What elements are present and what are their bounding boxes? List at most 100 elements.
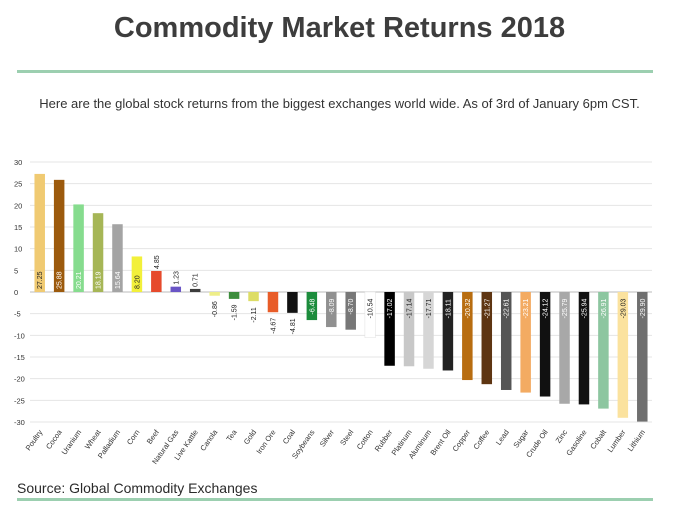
bar: [73, 204, 84, 292]
y-tick-label: 10: [14, 245, 22, 254]
x-tick-label: Zinc: [554, 428, 570, 445]
bar: [345, 292, 356, 330]
x-tick-label: Lithium: [626, 428, 647, 453]
x-tick-label: Lumber: [606, 428, 628, 454]
x-tick-label: Gold: [242, 428, 258, 446]
bar-value-label: -17.14: [407, 298, 414, 318]
bar: [131, 256, 143, 292]
y-tick-label: 5: [14, 266, 18, 275]
bar-value-label: -25.94: [581, 298, 588, 318]
y-tick-label: -20: [14, 375, 25, 384]
x-tick-label: Uranium: [60, 428, 84, 456]
source-note: Source: Global Commodity Exchanges: [17, 480, 258, 496]
bar-value-label: 18.19: [96, 271, 103, 289]
bar-value-label: -20.32: [465, 298, 472, 318]
bar: [209, 292, 220, 296]
bar: [34, 173, 45, 292]
bar: [248, 292, 259, 302]
bar: [481, 292, 493, 385]
bar-value-label: -10.54: [368, 298, 375, 318]
bar-value-label: -17.02: [387, 298, 394, 318]
x-tick-label: Steel: [338, 428, 355, 447]
y-tick-label: -15: [14, 353, 25, 362]
bar: [462, 292, 473, 381]
x-tick-label: Lead: [494, 428, 511, 447]
bar: [326, 292, 337, 328]
bar: [500, 292, 512, 390]
bar-value-label: 15.64: [115, 271, 122, 289]
bar-value-label: -21.27: [484, 298, 491, 318]
y-tick-label: 25: [14, 180, 22, 189]
x-tick-label: Brent Oil: [428, 428, 452, 457]
bar: [578, 292, 590, 405]
bar-value-label: 4.85: [154, 255, 161, 269]
y-tick-label: 0: [14, 288, 18, 297]
bar: [287, 292, 298, 313]
bar-value-label: -8.70: [348, 298, 355, 314]
bar: [151, 270, 162, 292]
bar-value-label: -6.48: [309, 298, 316, 314]
bar: [637, 292, 648, 422]
bar-value-label: 20.21: [76, 271, 83, 289]
bar: [189, 288, 201, 292]
bar: [384, 292, 395, 366]
y-tick-label: -10: [14, 331, 25, 340]
bar-value-label: -4.67: [270, 318, 277, 334]
title-divider: [17, 70, 653, 73]
bar-value-label: -18.11: [445, 299, 452, 318]
bar-value-label: -26.91: [601, 298, 608, 318]
y-tick-label: -30: [14, 418, 25, 427]
commodity-returns-bar-chart: 30 25 20 15 10 5 0 -5 -10 -15 -20 -25 -30 27.25 Poultr…: [14, 158, 652, 466]
bar-value-label: 8.20: [134, 275, 141, 289]
bar: [92, 213, 104, 292]
bar: [617, 292, 629, 418]
bar-value-label: -23.21: [523, 298, 530, 318]
bar-value-label: -8.09: [329, 298, 336, 314]
bar: [306, 292, 318, 321]
bar-value-label: 1.23: [173, 271, 180, 285]
x-tick-label: Corn: [125, 428, 142, 446]
bar: [112, 224, 123, 292]
y-tick-label: -5: [14, 310, 21, 319]
bar-value-label: -29.90: [640, 298, 647, 318]
bar: [170, 286, 182, 292]
x-tick-label: Copper: [450, 428, 472, 454]
bar: [442, 292, 454, 371]
bar-value-label: -24.12: [543, 298, 550, 318]
page-title: Commodity Market Returns 2018: [113, 12, 566, 44]
x-tick-label: Cotton: [355, 428, 375, 451]
y-tick-label: 15: [14, 223, 22, 232]
bar-value-label: -17.71: [426, 298, 433, 318]
bar-value-label: 0.71: [193, 273, 200, 287]
x-tick-label: Poultry: [24, 428, 45, 452]
bar-value-label: -2.11: [251, 307, 258, 323]
bar: [559, 292, 570, 404]
y-tick-label: 30: [14, 158, 22, 167]
bar-value-label: -0.86: [212, 301, 219, 317]
bar-value-label: 27.25: [37, 271, 44, 289]
bar-value-label: -22.61: [504, 298, 511, 318]
bar: [403, 292, 415, 367]
x-tick-label: Iron Ore: [254, 428, 277, 456]
bar: [520, 292, 531, 393]
x-tick-label: Canola: [198, 427, 219, 452]
x-tick-label: Sugar: [511, 428, 530, 450]
x-tick-label: Coal: [281, 428, 297, 446]
bar-value-label: -29.03: [620, 298, 627, 318]
y-tick-label: 20: [14, 201, 22, 210]
bar: [53, 179, 65, 292]
bar: [598, 292, 609, 409]
x-tick-label: Silver: [318, 428, 336, 449]
bar: [267, 292, 279, 313]
x-tick-label: Tea: [224, 427, 239, 443]
x-tick-label: Coffee: [471, 428, 491, 451]
footer-divider: [17, 498, 653, 501]
bar-value-label: 25.88: [57, 271, 64, 289]
bar: [539, 292, 551, 397]
bar-value-label: -1.59: [232, 304, 239, 320]
bar-value-label: -4.81: [290, 318, 297, 334]
y-tick-label: -25: [14, 396, 25, 405]
x-tick-label: Beef: [145, 427, 162, 446]
bar: [364, 291, 376, 338]
bar-value-label: -25.79: [562, 298, 569, 318]
